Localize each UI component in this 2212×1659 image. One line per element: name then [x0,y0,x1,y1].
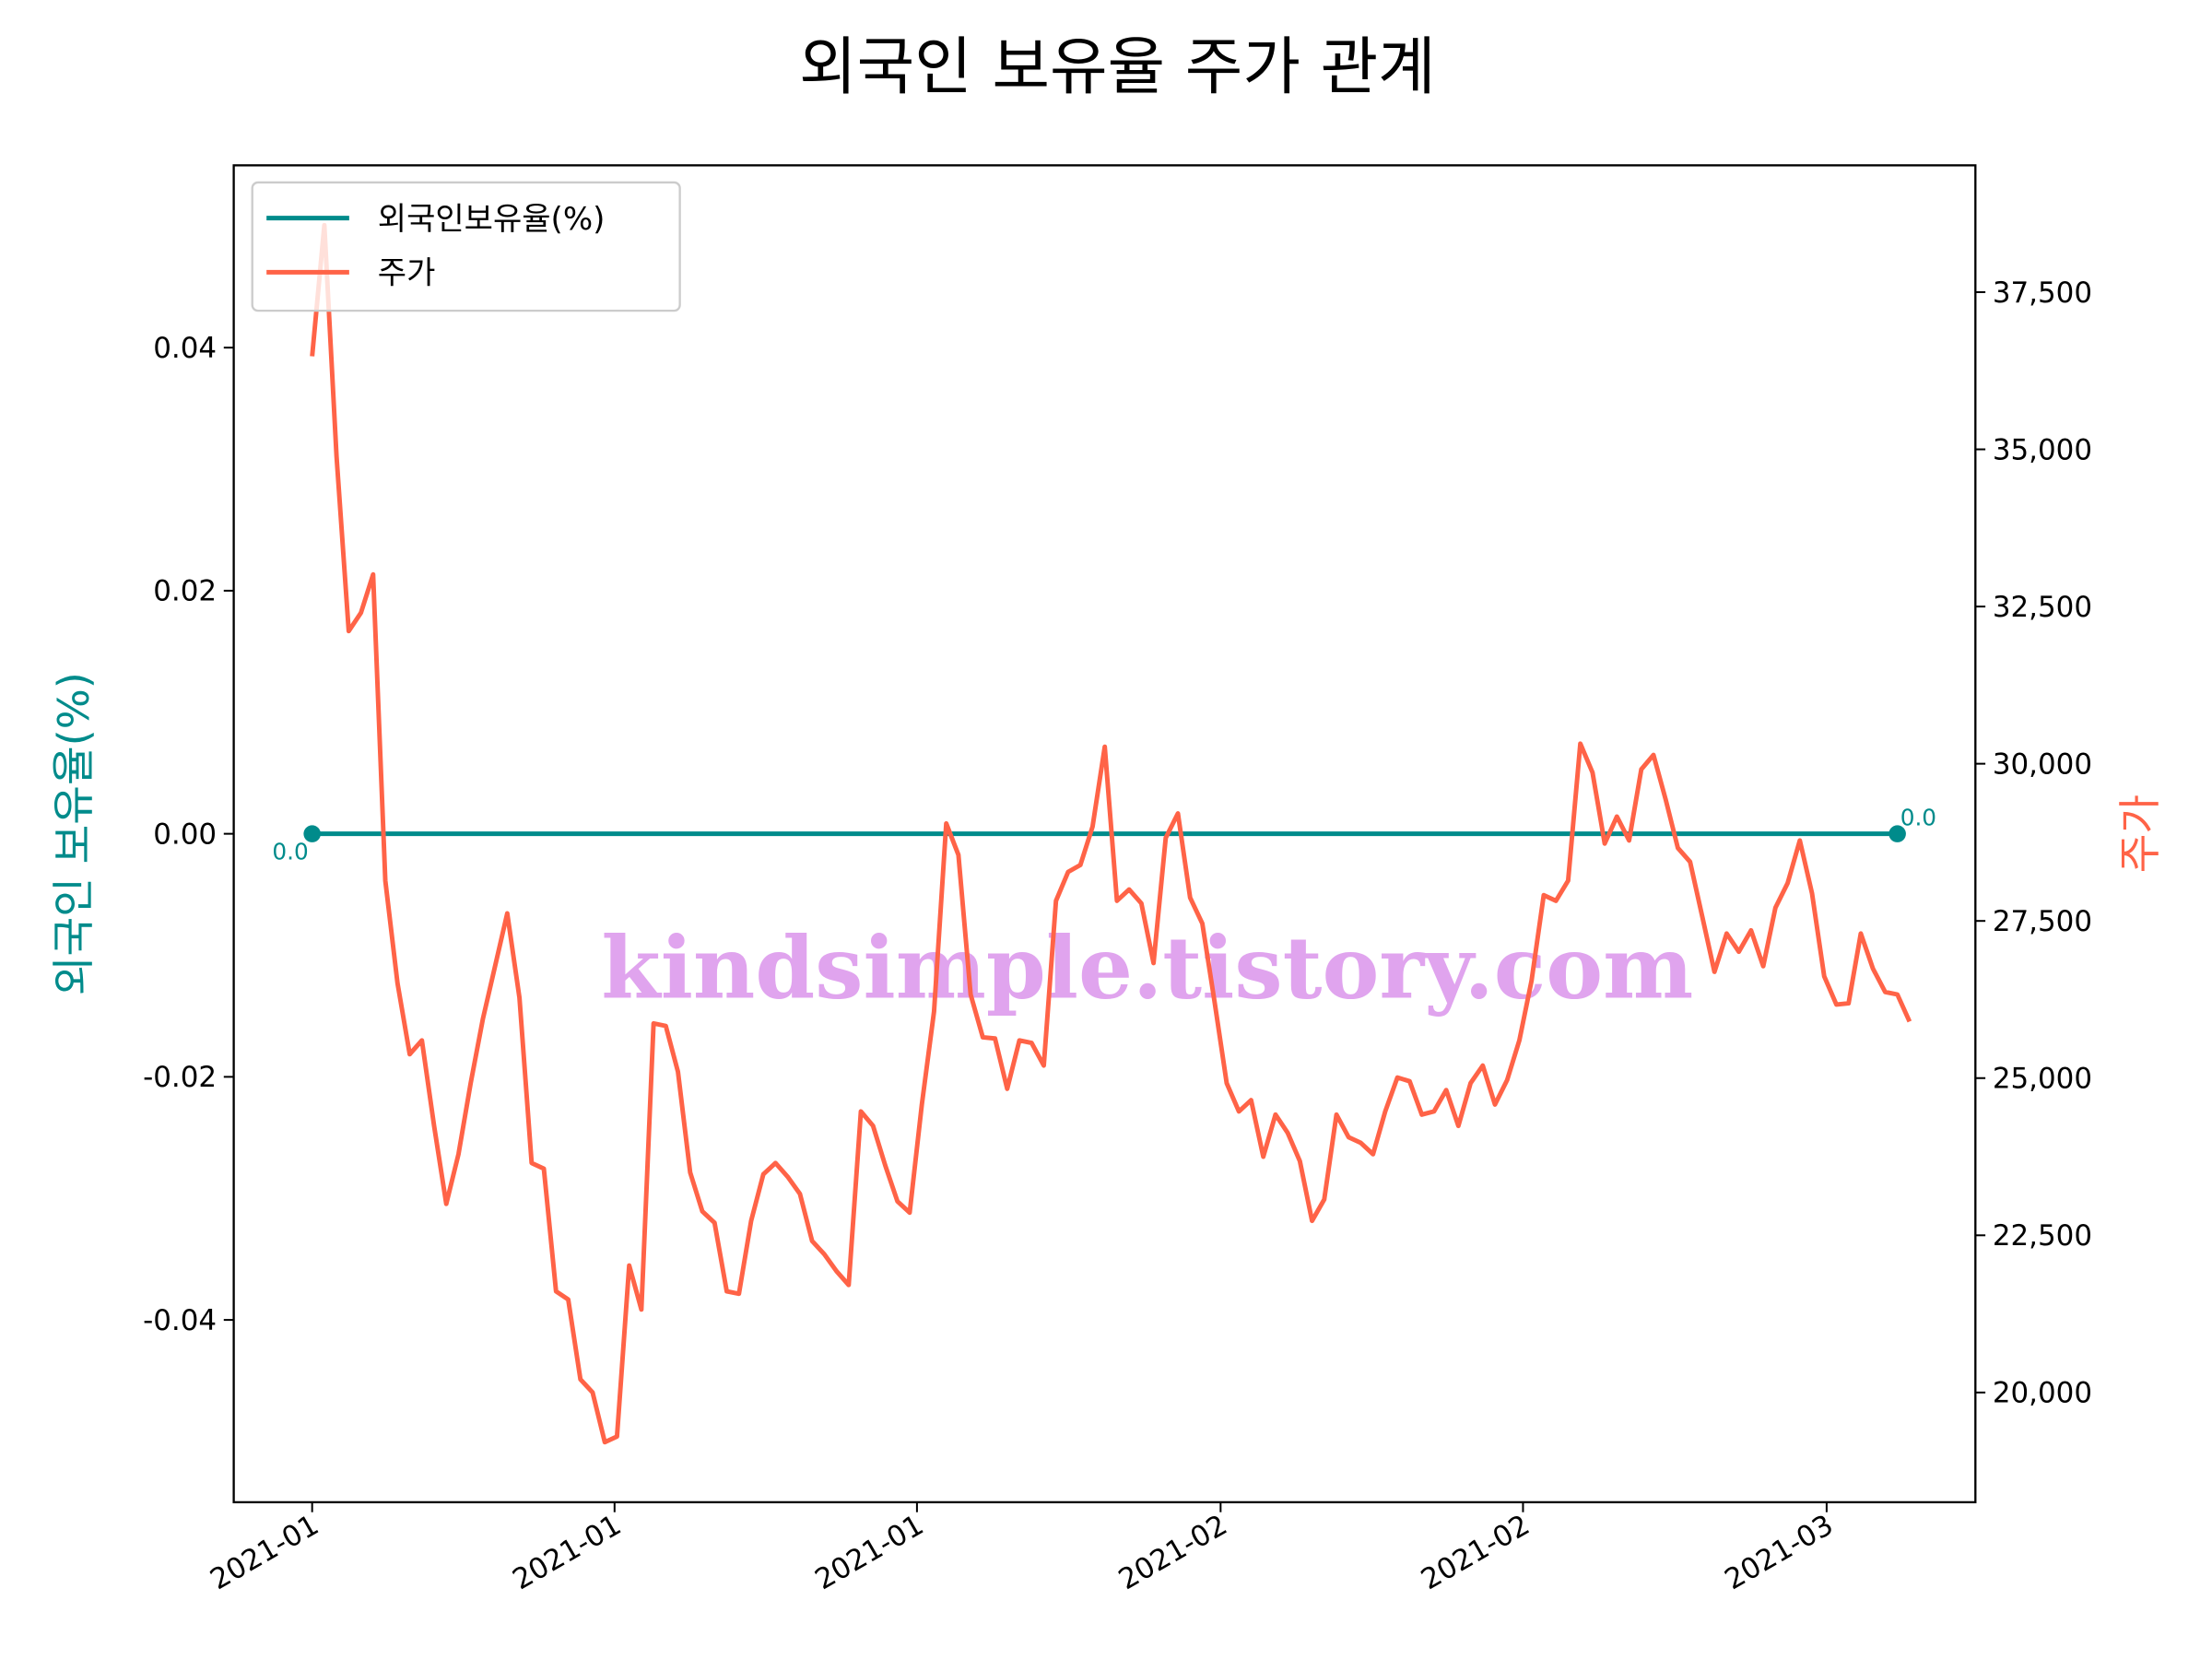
y2-tick-label: 37,500 [1993,276,2092,310]
y2-tick-label: 30,000 [1993,747,2092,781]
y-tick-label: 0.04 [153,332,217,365]
y-tick-label: 0.02 [153,575,217,608]
legend-label: 주가 [378,255,436,292]
y2-tick-label: 25,000 [1993,1063,2092,1096]
point-marker [303,825,321,842]
line [310,222,1912,1445]
data-label: 0.0 [1900,804,1936,830]
y-tick-label: -0.02 [143,1061,217,1094]
plot-frame [232,164,1977,1504]
y2-tick-label: 22,500 [1993,1219,2092,1253]
y-axis-label: 외국인 보유율(%) [49,672,99,995]
data-label: 0.0 [272,838,308,865]
legend-label: 외국인보유율(%) [378,201,606,238]
chart-title: 외국인 보유율 주가 관계 [799,31,1436,104]
y-tick-label: -0.04 [143,1304,217,1337]
y-tick-label: 0.00 [153,818,217,851]
legend-box [251,181,681,312]
point-marker [1888,825,1906,842]
y2-tick-label: 35,000 [1993,433,2092,466]
y2-axis-label: 주가 [2115,794,2165,873]
y2-tick-label: 27,500 [1993,905,2092,938]
y2-tick-label: 20,000 [1993,1377,2092,1410]
y2-tick-label: 32,500 [1993,591,2092,624]
